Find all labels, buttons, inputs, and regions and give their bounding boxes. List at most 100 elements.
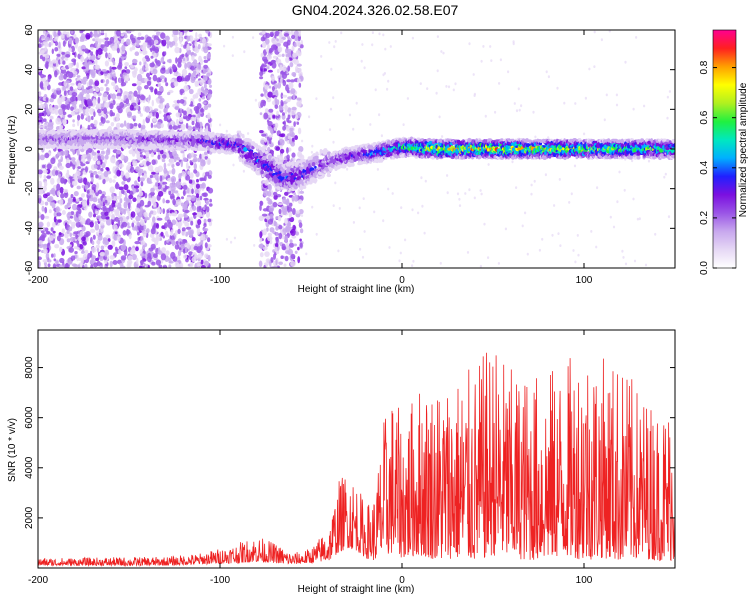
noise-cell xyxy=(45,54,50,59)
noise-cell xyxy=(68,62,73,69)
noise-cell xyxy=(134,180,138,186)
noise-cell xyxy=(78,107,82,113)
noise-cell xyxy=(290,253,296,260)
noise-cell xyxy=(96,160,101,165)
noise-cell xyxy=(511,160,514,164)
noise-cell xyxy=(131,83,137,87)
noise-cell xyxy=(199,195,203,201)
noise-cell xyxy=(568,201,571,204)
noise-cell xyxy=(143,211,148,218)
noise-cell xyxy=(119,216,123,222)
noise-cell xyxy=(91,246,97,253)
noise-cell xyxy=(295,114,299,120)
noise-cell xyxy=(124,62,129,67)
noise-cell xyxy=(200,58,203,66)
noise-cell xyxy=(80,163,86,167)
noise-cell xyxy=(389,45,392,48)
noise-cell xyxy=(551,233,554,237)
noise-cell xyxy=(158,247,161,253)
noise-cell xyxy=(518,108,521,112)
noise-cell xyxy=(58,41,61,49)
noise-cell xyxy=(294,37,299,42)
noise-cell xyxy=(297,127,302,135)
noise-cell xyxy=(110,213,115,220)
noise-cell xyxy=(371,31,374,34)
noise-cell xyxy=(180,150,185,154)
noise-cell xyxy=(172,198,176,206)
noise-cell xyxy=(114,224,118,232)
noise-cell xyxy=(55,117,61,125)
noise-cell xyxy=(399,251,402,255)
noise-cell xyxy=(178,173,182,180)
noise-cell xyxy=(297,246,300,251)
noise-cell xyxy=(282,112,285,116)
noise-cell xyxy=(102,178,106,185)
noise-cell xyxy=(284,218,288,225)
noise-cell xyxy=(203,64,209,69)
noise-cell xyxy=(197,157,201,163)
noise-cell xyxy=(84,58,88,64)
noise-cell xyxy=(267,190,272,197)
noise-cell xyxy=(243,50,246,54)
noise-cell xyxy=(103,46,108,53)
noise-cell xyxy=(219,123,222,127)
noise-cell xyxy=(202,192,208,197)
noise-cell xyxy=(106,167,110,172)
noise-cell xyxy=(132,59,138,64)
noise-cell xyxy=(126,216,130,220)
noise-cell xyxy=(538,248,542,252)
noise-cell xyxy=(266,66,270,70)
noise-cell xyxy=(259,231,263,239)
noise-cell xyxy=(101,30,104,34)
noise-cell xyxy=(60,192,65,199)
noise-cell xyxy=(283,41,289,47)
noise-cell xyxy=(180,43,184,48)
noise-cell xyxy=(133,185,140,189)
noise-cell xyxy=(165,230,169,237)
noise-cell xyxy=(138,170,142,177)
noise-cell xyxy=(259,243,264,250)
noise-cell xyxy=(97,150,100,154)
noise-cell xyxy=(134,241,140,245)
noise-cell xyxy=(144,55,150,60)
noise-cell xyxy=(171,212,175,216)
noise-cell xyxy=(195,183,200,189)
noise-cell xyxy=(231,35,234,39)
noise-cell xyxy=(153,52,157,58)
noise-cell xyxy=(172,125,178,130)
noise-cell xyxy=(72,203,77,211)
noise-cell xyxy=(58,97,63,104)
noise-cell xyxy=(286,147,289,154)
noise-cell xyxy=(79,38,85,42)
noise-cell xyxy=(272,55,278,59)
noise-cell xyxy=(438,115,441,119)
noise-cell xyxy=(297,256,301,264)
noise-cell xyxy=(174,230,178,236)
noise-cell xyxy=(113,85,119,91)
noise-cell xyxy=(590,230,593,233)
noise-cell xyxy=(120,255,127,261)
noise-cell xyxy=(137,110,141,114)
noise-cell xyxy=(279,148,285,154)
noise-cell xyxy=(572,249,575,252)
noise-cell xyxy=(158,110,162,114)
noise-cell xyxy=(272,40,278,45)
noise-cell xyxy=(171,239,175,247)
noise-cell xyxy=(126,111,132,118)
noise-cell xyxy=(181,196,184,200)
noise-cell xyxy=(149,62,155,68)
noise-cell xyxy=(295,231,300,236)
noise-cell xyxy=(276,38,279,42)
noise-cell xyxy=(53,31,57,38)
noise-cell xyxy=(278,224,283,230)
noise-cell xyxy=(52,221,56,228)
noise-cell xyxy=(68,226,73,232)
noise-cell xyxy=(315,97,318,100)
noise-cell xyxy=(116,30,121,37)
noise-cell xyxy=(329,107,333,111)
noise-cell xyxy=(197,219,202,225)
noise-cell xyxy=(315,232,318,236)
noise-cell xyxy=(166,209,170,214)
noise-cell xyxy=(65,162,71,169)
noise-cell xyxy=(295,65,299,73)
